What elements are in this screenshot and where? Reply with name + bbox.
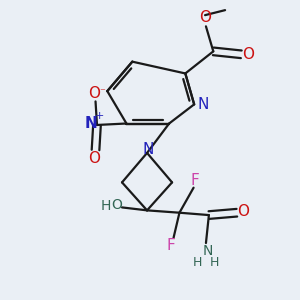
Text: O: O [88,86,100,101]
Text: N: N [202,244,213,258]
Text: N: N [142,142,154,158]
Text: H: H [100,199,111,213]
Text: O: O [242,47,254,62]
Text: F: F [166,238,175,253]
Text: N: N [197,97,209,112]
Text: ⁻: ⁻ [99,88,105,98]
Text: O: O [237,204,249,219]
Text: H: H [192,256,202,269]
Text: H: H [210,256,220,269]
Text: O: O [111,198,122,212]
Text: F: F [191,173,200,188]
Text: N: N [84,116,97,131]
Text: O: O [199,10,211,25]
Text: +: + [95,110,105,121]
Text: O: O [88,151,100,166]
